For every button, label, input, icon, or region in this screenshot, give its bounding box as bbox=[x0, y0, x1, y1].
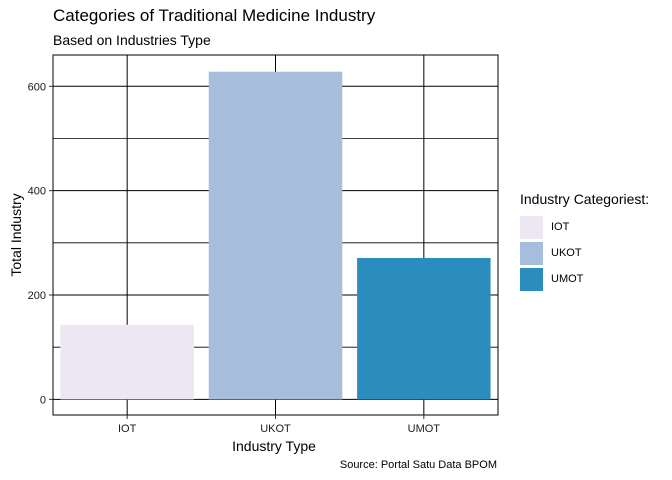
legend: Industry Categoriest: IOT UKOT UMOT bbox=[520, 191, 649, 292]
legend-label-umot: UMOT bbox=[551, 273, 584, 285]
legend-label-ukot: UKOT bbox=[551, 247, 582, 259]
legend-swatch-ukot bbox=[520, 241, 543, 265]
x-tick-label: UMOT bbox=[408, 423, 441, 435]
legend-label-iot: IOT bbox=[551, 221, 570, 233]
x-tick-label: UKOT bbox=[260, 423, 291, 435]
y-tick-label: 0 bbox=[40, 394, 46, 406]
legend-item-umot: UMOT bbox=[520, 266, 649, 292]
x-tick-label: IOT bbox=[118, 423, 137, 435]
chart-subtitle: Based on Industries Type bbox=[53, 32, 211, 48]
x-axis-label: Industry Type bbox=[232, 438, 316, 454]
legend-title: Industry Categoriest: bbox=[520, 191, 650, 207]
legend-swatch-iot bbox=[520, 215, 543, 239]
y-tick-label: 400 bbox=[28, 186, 46, 198]
y-tick-label: 200 bbox=[28, 290, 46, 302]
chart-caption: Source: Portal Satu Data BPOM bbox=[339, 459, 497, 471]
y-axis-label: Total Industry bbox=[8, 193, 24, 277]
bar-iot bbox=[60, 324, 194, 400]
legend-swatch-umot bbox=[520, 267, 543, 291]
bar-umot bbox=[357, 257, 491, 400]
legend-item-ukot: UKOT bbox=[520, 240, 649, 266]
y-tick-label: 600 bbox=[28, 81, 46, 93]
legend-item-iot: IOT bbox=[520, 214, 649, 240]
bar-ukot bbox=[208, 71, 343, 400]
chart-title: Categories of Traditional Medicine Indus… bbox=[53, 6, 376, 25]
